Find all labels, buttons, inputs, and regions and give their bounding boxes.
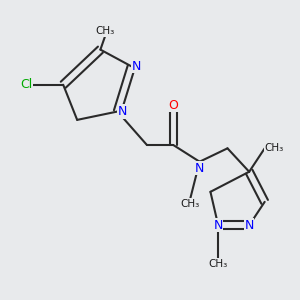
- Text: N: N: [244, 219, 254, 232]
- Text: N: N: [214, 219, 223, 232]
- Text: CH₃: CH₃: [95, 26, 115, 36]
- Text: O: O: [168, 98, 178, 112]
- Text: CH₃: CH₃: [181, 199, 200, 208]
- Text: N: N: [195, 162, 204, 175]
- Text: N: N: [118, 105, 127, 118]
- Text: CH₃: CH₃: [208, 259, 228, 269]
- Text: CH₃: CH₃: [265, 143, 284, 153]
- Text: Cl: Cl: [20, 78, 32, 91]
- Text: N: N: [131, 60, 141, 73]
